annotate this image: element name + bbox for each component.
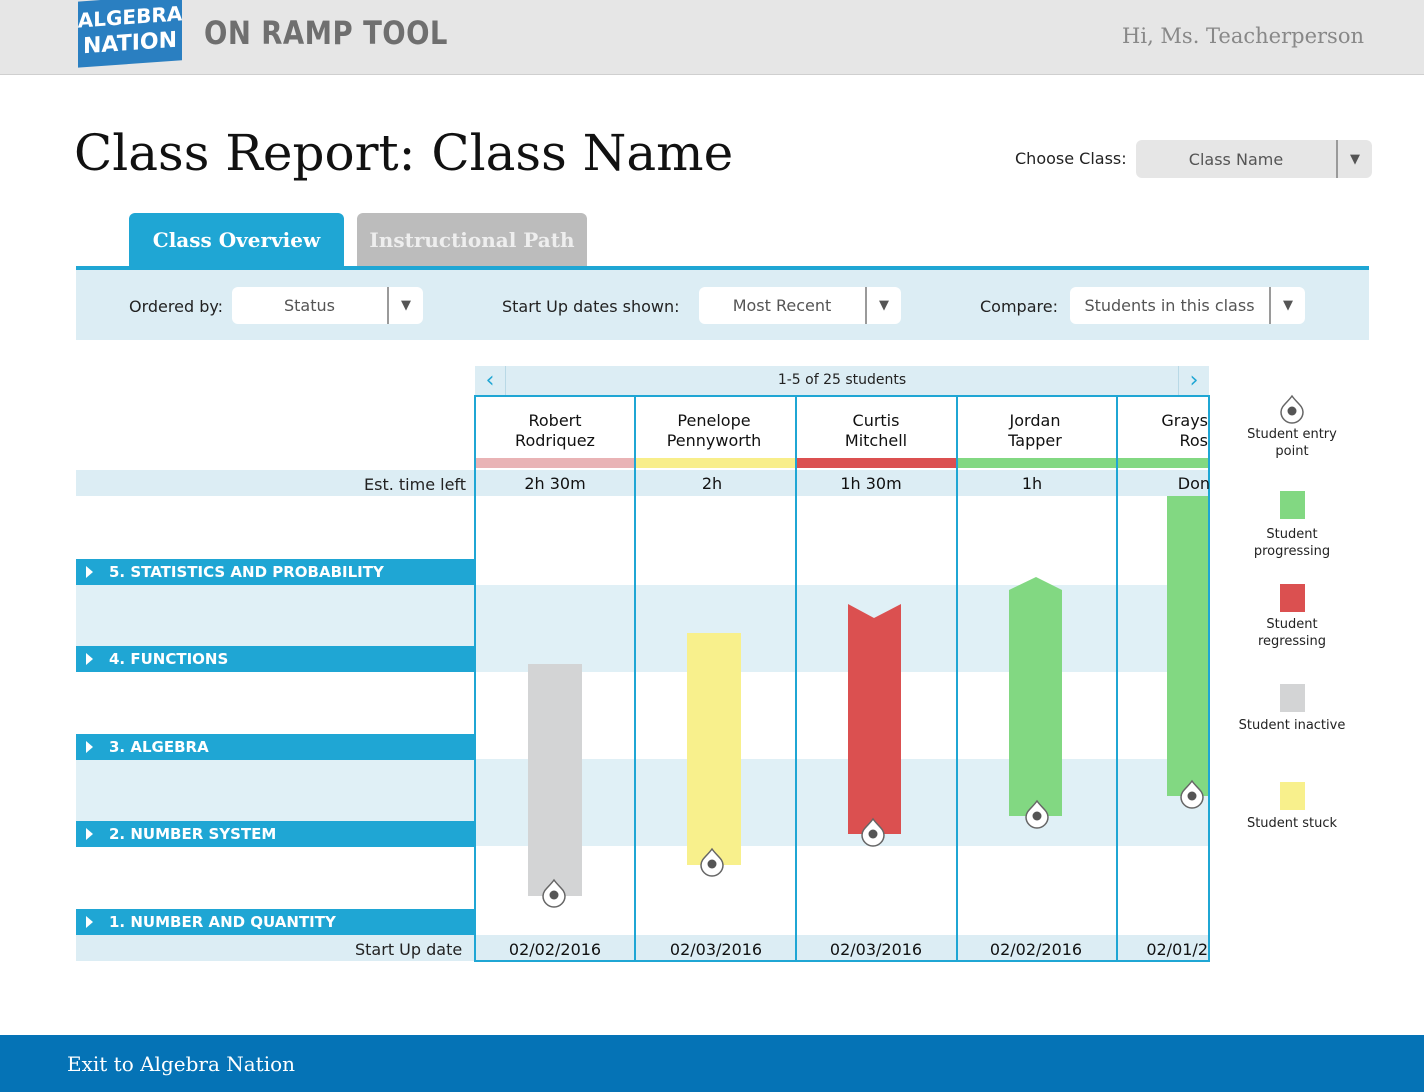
column-divider [634, 395, 636, 961]
legend-swatch-stuck [1280, 782, 1305, 810]
compare-label: Compare: [980, 297, 1058, 316]
time-left: 2h 30m [524, 474, 586, 493]
progress-bar-regressing[interactable] [848, 604, 901, 834]
choose-class-select[interactable]: Class Name ▼ [1136, 140, 1372, 178]
chevron-right-icon[interactable]: › [1178, 366, 1209, 395]
column-divider [474, 395, 476, 961]
student-pager: ‹ 1-5 of 25 students › [475, 366, 1209, 395]
category-number-system[interactable]: 2. NUMBER SYSTEM [76, 821, 474, 847]
compare-value: Students in this class [1084, 296, 1255, 315]
time-left: 1h [1021, 474, 1043, 493]
user-greeting: Hi, Ms. Teacherperson [1122, 24, 1364, 48]
status-bar [797, 458, 956, 468]
entry-point-icon[interactable] [542, 878, 566, 908]
progress-bar-progressing[interactable] [1167, 496, 1208, 796]
legend-regressing: Student regressing [1257, 617, 1326, 649]
status-bar [476, 458, 634, 468]
legend-swatch-regressing [1280, 584, 1305, 612]
dates-shown-value: Most Recent [732, 296, 832, 315]
tab-underline [76, 266, 1369, 270]
start-date-row [76, 935, 1209, 961]
column-top-border [474, 395, 1210, 397]
est-time-label: Est. time left [364, 475, 467, 494]
column-divider [956, 395, 958, 961]
student-name[interactable]: Curtis Mitchell [844, 411, 908, 450]
category-statistics-probability[interactable]: 5. STATISTICS AND PROBABILITY [76, 559, 474, 585]
entry-point-icon[interactable] [700, 847, 724, 877]
student-name[interactable]: Grays Ros [1161, 411, 1208, 450]
chevron-down-icon[interactable]: ▼ [387, 287, 423, 324]
entry-point-icon [1280, 394, 1304, 424]
chevron-down-icon[interactable]: ▼ [865, 287, 901, 324]
student-name[interactable]: Jordan Tapper [1008, 411, 1062, 450]
status-bar [636, 458, 795, 468]
start-date: 02/02/2016 [508, 940, 602, 959]
column-divider [1208, 395, 1210, 961]
legend-entry-point: Student entry point [1247, 427, 1337, 459]
start-date: 02/03/2016 [669, 940, 763, 959]
dates-shown-label: Start Up dates shown: [502, 297, 680, 316]
tab-class-overview[interactable]: Class Overview [129, 213, 344, 266]
chevron-down-icon[interactable]: ▼ [1336, 140, 1372, 178]
choose-class-label: Choose Class: [1015, 149, 1127, 168]
category-functions[interactable]: 4. FUNCTIONS [76, 646, 474, 672]
category-number-quantity[interactable]: 1. NUMBER AND QUANTITY [76, 909, 474, 935]
time-left: 2h [701, 474, 723, 493]
entry-point-icon[interactable] [1180, 779, 1204, 809]
ordered-by-select[interactable]: Status ▼ [232, 287, 423, 324]
est-time-row [76, 470, 1209, 496]
ordered-by-value: Status [284, 296, 335, 315]
page-title: Class Report: Class Name [74, 124, 734, 182]
student-name[interactable]: Robert Rodriquez [515, 411, 595, 450]
chevron-down-icon[interactable]: ▼ [1269, 287, 1305, 324]
entry-point-icon[interactable] [1025, 799, 1049, 829]
choose-class-value: Class Name [1188, 149, 1284, 169]
progress-bar-progressing[interactable] [1009, 577, 1062, 816]
exit-link[interactable]: Exit to Algebra Nation [67, 1052, 296, 1076]
start-date: 02/02/2016 [989, 940, 1083, 959]
app-title: ON RAMP TOOL [204, 14, 448, 52]
column-divider [1116, 395, 1118, 961]
start-date: 02/01/2 [1146, 940, 1208, 959]
footer-bar [0, 1035, 1424, 1092]
progress-bar-stuck[interactable] [687, 633, 741, 865]
student-count: 1-5 of 25 students [777, 372, 907, 388]
legend-inactive: Student inactive [1238, 718, 1346, 733]
time-left: Don [1177, 474, 1210, 493]
top-bar: ALGEBRA NATION ON RAMP TOOL Hi, Ms. Teac… [0, 0, 1424, 75]
caret-right-icon [86, 916, 93, 928]
algebra-nation-logo[interactable]: ALGEBRA NATION [72, 0, 186, 74]
chevron-left-icon[interactable]: ‹ [475, 366, 506, 395]
start-date: 02/03/2016 [829, 940, 923, 959]
tab-instructional-path[interactable]: Instructional Path [357, 213, 587, 266]
status-bar [1118, 458, 1208, 468]
caret-right-icon [86, 828, 93, 840]
category-algebra[interactable]: 3. ALGEBRA [76, 734, 474, 760]
start-date-label: Start Up date [355, 940, 463, 959]
column-divider [795, 395, 797, 961]
caret-right-icon [86, 566, 93, 578]
entry-point-icon[interactable] [861, 817, 885, 847]
student-name[interactable]: Penelope Pennyworth [666, 411, 762, 450]
compare-select[interactable]: Students in this class ▼ [1070, 287, 1305, 324]
column-bottom-border [474, 960, 1210, 962]
legend-swatch-inactive [1280, 684, 1305, 712]
legend-progressing: Student progressing [1253, 527, 1331, 559]
legend-stuck: Student stuck [1246, 816, 1338, 831]
legend-swatch-progressing [1280, 491, 1305, 519]
status-bar [958, 458, 1116, 468]
ordered-by-label: Ordered by: [129, 297, 224, 316]
progress-bar-inactive[interactable] [528, 664, 582, 896]
dates-shown-select[interactable]: Most Recent ▼ [699, 287, 901, 324]
caret-right-icon [86, 653, 93, 665]
caret-right-icon [86, 741, 93, 753]
time-left: 1h 30m [840, 474, 902, 493]
